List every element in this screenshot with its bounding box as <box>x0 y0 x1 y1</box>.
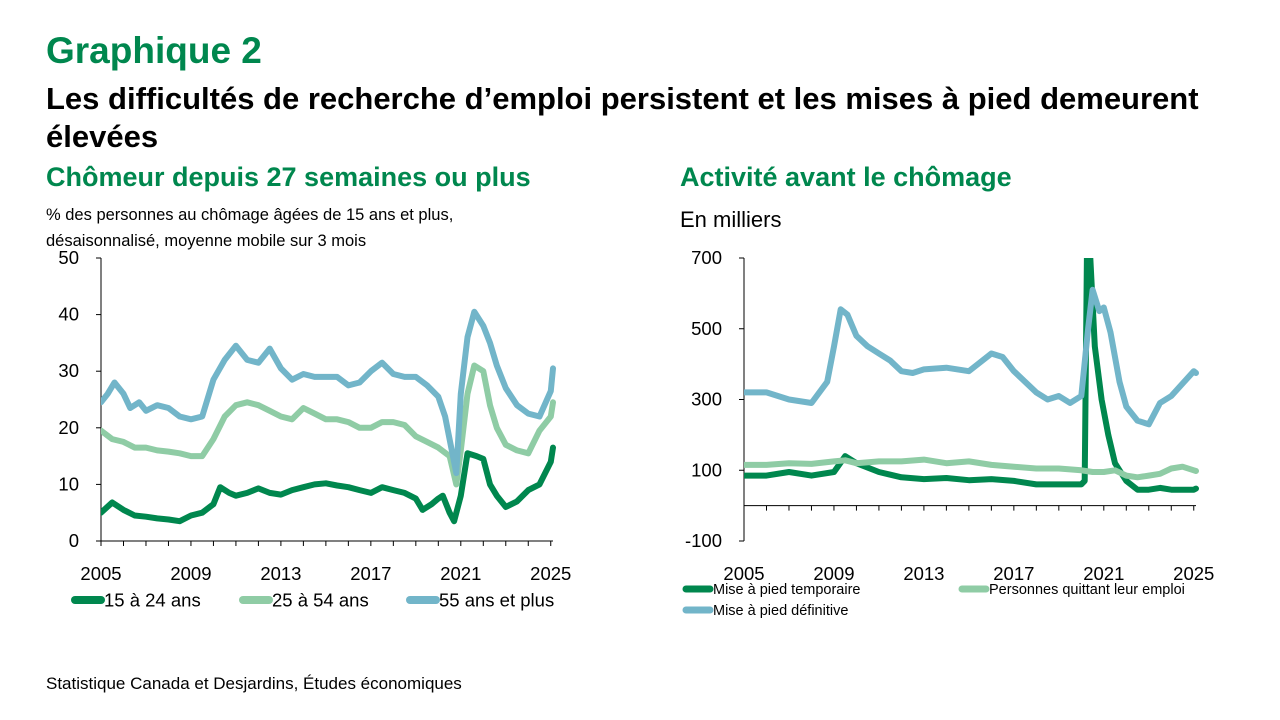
left-line-chart: 0 10 20 30 40 50 2005 2009 2013 2017 2021 2025 15 à … <box>58 247 571 610</box>
series-line-2 <box>744 456 1199 481</box>
legend-label: Mise à pied définitive <box>713 603 848 619</box>
series-line-3 <box>101 308 556 477</box>
x-tick-label: 2017 <box>350 563 391 584</box>
y-tick-label: -100 <box>685 530 722 551</box>
source-note: Statistique Canada et Desjardins, Études… <box>46 674 462 693</box>
x-tick-label: 2025 <box>530 563 571 584</box>
x-tick-label: 2005 <box>723 563 764 584</box>
legend-label: Mise à pied temporaire <box>713 582 861 598</box>
x-tick-label: 2013 <box>903 563 944 584</box>
y-tick-label: 30 <box>58 360 79 381</box>
legend-label: 15 à 24 ans <box>104 589 201 610</box>
left-chart-subtitle: % des personnes au chômage âgées de 15 a… <box>46 206 454 250</box>
y-tick-label: 40 <box>58 304 79 325</box>
figure-label: Graphique 2 <box>46 30 262 71</box>
x-tick-label: 2021 <box>1083 563 1124 584</box>
y-tick-label: 100 <box>691 459 722 480</box>
legend-label: 55 ans et plus <box>439 589 554 610</box>
x-tick-label: 2013 <box>260 563 301 584</box>
y-tick-label: 300 <box>691 389 722 410</box>
y-tick-label: 10 <box>58 473 79 494</box>
right-chart-unit: En milliers <box>680 207 782 232</box>
legend-label: 25 à 54 ans <box>272 589 369 610</box>
x-tick-label: 2025 <box>1173 563 1214 584</box>
x-tick-label: 2021 <box>440 563 481 584</box>
series-line-2 <box>101 362 556 488</box>
y-tick-label: 0 <box>69 530 79 551</box>
y-tick-label: 700 <box>691 247 722 268</box>
right-line-chart: -100 100 300 500 700 2005 2009 2013 2017 2021 2025… <box>682 247 1214 619</box>
figure-title: Les difficultés de recherche d’emploi pe… <box>46 81 1199 154</box>
x-tick-label: 2009 <box>170 563 211 584</box>
x-tick-label: 2009 <box>813 563 854 584</box>
series-line-1 <box>101 444 556 525</box>
y-tick-label: 20 <box>58 417 79 438</box>
y-tick-label: 50 <box>58 247 79 268</box>
x-tick-label: 2017 <box>993 563 1034 584</box>
y-tick-label: 500 <box>691 318 722 339</box>
legend-label: Personnes quittant leur emploi <box>989 582 1185 598</box>
left-chart-title: Chômeur depuis 27 semaines ou plus <box>46 162 531 192</box>
x-tick-label: 2005 <box>80 563 121 584</box>
series-line-1 <box>744 258 1199 493</box>
series-line-3 <box>744 286 1199 428</box>
right-chart-title: Activité avant le chômage <box>680 162 1012 192</box>
